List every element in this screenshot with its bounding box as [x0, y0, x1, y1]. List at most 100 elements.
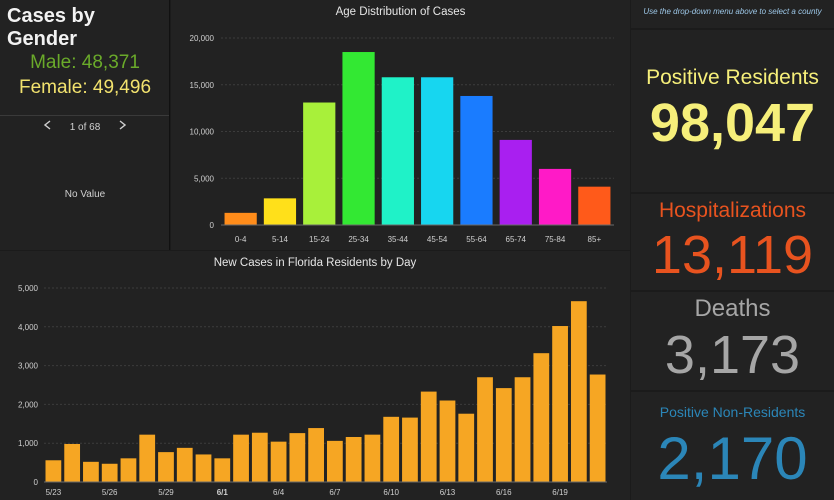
- positive-residents-value: 98,047: [649, 93, 816, 153]
- non-residents-label: Positive Non-Residents: [659, 404, 806, 420]
- non-residents-panel: Positive Non-Residents 2,170: [631, 392, 834, 500]
- x-tick-label: 15-24: [309, 235, 330, 244]
- y-tick-label: 3,000: [18, 362, 39, 371]
- daily-bar[interactable]: [101, 463, 118, 482]
- x-tick-label: 55-64: [466, 235, 487, 244]
- age-bar[interactable]: [342, 52, 375, 226]
- age-bar[interactable]: [263, 198, 297, 225]
- daily-bar[interactable]: [552, 326, 568, 482]
- hospitalizations-value: 13,119: [651, 225, 814, 285]
- daily-bar[interactable]: [289, 433, 306, 482]
- pager-label: 1 of 68: [69, 122, 101, 133]
- y-tick-label: 15,000: [190, 81, 215, 90]
- daily-chart-title: New Cases in Florida Residents by Day: [213, 257, 417, 269]
- pager: 1 of 68: [0, 120, 169, 133]
- x-tick-label: 6/7: [329, 488, 341, 497]
- daily-bar[interactable]: [458, 413, 475, 482]
- age-distribution-panel: Age Distribution of Cases 0 5,000 10,000 15…: [171, 0, 630, 250]
- x-tick-label: 6/10: [383, 488, 399, 497]
- x-tick-label: 0-4: [235, 235, 247, 244]
- daily-bar[interactable]: [195, 454, 212, 482]
- daily-bar[interactable]: [270, 441, 287, 482]
- y-tick-label: 1,000: [18, 439, 39, 448]
- age-bar[interactable]: [381, 77, 414, 226]
- x-tick-label: 5/23: [46, 488, 62, 497]
- daily-bar[interactable]: [214, 458, 231, 482]
- age-bar[interactable]: [578, 186, 611, 225]
- daily-bar[interactable]: [120, 458, 137, 482]
- age-distribution-chart: 0 5,000 10,000 15,000 20,000 0-4 5-14 15-24 25-3…: [190, 34, 614, 244]
- y-tick-label: 10,000: [190, 128, 215, 137]
- daily-bar[interactable]: [495, 388, 512, 482]
- age-bar[interactable]: [421, 77, 454, 226]
- y-tick-label: 0: [34, 478, 39, 487]
- daily-bar[interactable]: [420, 391, 437, 482]
- daily-bar[interactable]: [514, 377, 531, 482]
- x-tick-label: 6/19: [552, 488, 568, 497]
- daily-bar[interactable]: [45, 460, 62, 482]
- prev-page-icon[interactable]: [43, 120, 51, 133]
- non-residents-value: 2,170: [657, 425, 808, 492]
- x-tick-label: 5/26: [102, 488, 118, 497]
- y-tick-label: 0: [210, 221, 215, 230]
- age-bar[interactable]: [538, 168, 572, 225]
- x-tick-label: 25-34: [348, 235, 369, 244]
- daily-bar[interactable]: [570, 301, 587, 482]
- x-tick-label: 5-14: [272, 235, 289, 244]
- daily-bar[interactable]: [439, 400, 456, 482]
- male-count: Male: 48,371: [30, 52, 140, 73]
- deaths-label: Deaths: [694, 295, 771, 322]
- y-tick-label: 2,000: [18, 400, 39, 409]
- daily-bar[interactable]: [477, 377, 493, 482]
- next-page-icon[interactable]: [119, 120, 127, 133]
- y-tick-label: 20,000: [190, 34, 215, 43]
- daily-bar[interactable]: [589, 374, 606, 482]
- daily-bar[interactable]: [308, 428, 324, 482]
- y-tick-label: 4,000: [18, 323, 39, 332]
- deaths-panel: Deaths 3,173: [631, 292, 834, 390]
- female-count: Female: 49,496: [18, 77, 152, 98]
- x-tick-label: 6/4: [273, 488, 285, 497]
- hospitalizations-panel: Hospitalizations 13,119: [631, 194, 834, 290]
- x-tick-label: 6/1: [217, 488, 229, 497]
- age-bar[interactable]: [460, 95, 493, 225]
- x-tick-label: 5/29: [158, 488, 174, 497]
- daily-bar[interactable]: [176, 447, 193, 482]
- x-tick-label: 75-84: [545, 235, 566, 244]
- x-tick-label: 85+: [588, 235, 602, 244]
- x-tick-label: 65-74: [506, 235, 527, 244]
- x-tick-label: 35-44: [388, 235, 409, 244]
- daily-bar[interactable]: [402, 417, 418, 482]
- daily-bar[interactable]: [83, 461, 99, 482]
- y-tick-label: 5,000: [194, 174, 215, 183]
- age-bar[interactable]: [303, 102, 336, 225]
- positive-residents-panel: Positive Residents 98,047: [631, 30, 834, 192]
- age-chart-title: Age Distribution of Cases: [335, 6, 466, 18]
- daily-bar[interactable]: [251, 432, 268, 482]
- x-tick-label: 6/16: [496, 488, 512, 497]
- daily-cases-panel: New Cases in Florida Residents by Day 0 1…: [0, 251, 630, 500]
- county-select-note: Use the drop-down menu above to select a…: [643, 7, 822, 16]
- cases-by-gender-panel: Cases by Gender Male: 48,371 Female: 49,…: [0, 0, 170, 250]
- daily-bar[interactable]: [64, 443, 81, 482]
- county-note-panel: Use the drop-down menu above to select a…: [631, 0, 834, 28]
- no-value-text: No Value: [64, 189, 106, 200]
- age-bar[interactable]: [499, 139, 532, 225]
- deaths-value: 3,173: [664, 325, 801, 385]
- daily-bar[interactable]: [533, 353, 550, 482]
- daily-bar[interactable]: [364, 434, 381, 482]
- gender-panel-title: Cases by Gender: [7, 5, 95, 50]
- daily-bar[interactable]: [383, 416, 400, 482]
- daily-cases-chart: 0 1,000 2,000 3,000 4,000 5,000 5/23 5/26 5/29 6/…: [18, 284, 607, 497]
- daily-bar[interactable]: [233, 434, 249, 482]
- hospitalizations-label: Hospitalizations: [658, 199, 807, 222]
- x-tick-label: 6/13: [440, 488, 456, 497]
- x-tick-label: 45-54: [427, 235, 448, 244]
- age-bar[interactable]: [224, 212, 257, 225]
- positive-residents-label: Positive Residents: [646, 66, 819, 89]
- daily-bar[interactable]: [158, 452, 174, 482]
- daily-bar[interactable]: [139, 434, 156, 482]
- daily-bar[interactable]: [327, 440, 343, 482]
- daily-bar[interactable]: [345, 436, 362, 482]
- gender-divider: [0, 115, 169, 116]
